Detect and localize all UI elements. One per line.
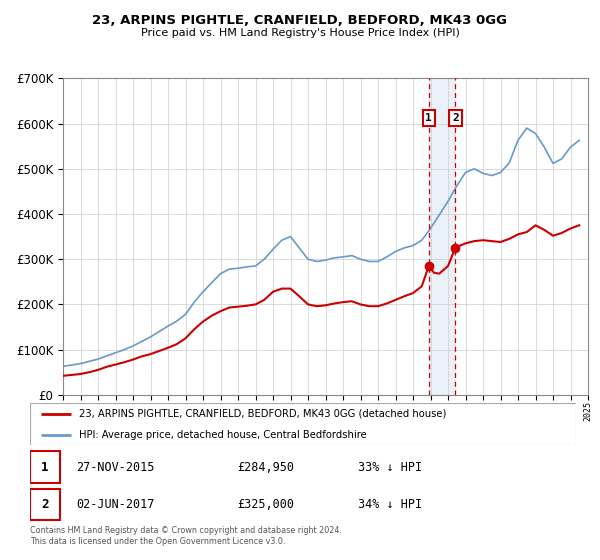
Text: £284,950: £284,950 (238, 460, 295, 474)
Text: HPI: Average price, detached house, Central Bedfordshire: HPI: Average price, detached house, Cent… (79, 430, 367, 440)
Text: 23, ARPINS PIGHTLE, CRANFIELD, BEDFORD, MK43 0GG (detached house): 23, ARPINS PIGHTLE, CRANFIELD, BEDFORD, … (79, 409, 446, 419)
Text: 27-NOV-2015: 27-NOV-2015 (76, 460, 155, 474)
Text: 33% ↓ HPI: 33% ↓ HPI (358, 460, 422, 474)
Text: Contains HM Land Registry data © Crown copyright and database right 2024.
This d: Contains HM Land Registry data © Crown c… (30, 526, 342, 546)
Text: 1: 1 (41, 460, 49, 474)
Text: 34% ↓ HPI: 34% ↓ HPI (358, 498, 422, 511)
Text: 02-JUN-2017: 02-JUN-2017 (76, 498, 155, 511)
Text: 1: 1 (425, 113, 432, 123)
Text: 2: 2 (452, 113, 459, 123)
Bar (30, 489, 60, 520)
Text: 23, ARPINS PIGHTLE, CRANFIELD, BEDFORD, MK43 0GG: 23, ARPINS PIGHTLE, CRANFIELD, BEDFORD, … (92, 14, 508, 27)
Bar (30, 451, 60, 483)
Text: 2: 2 (41, 498, 49, 511)
Text: Price paid vs. HM Land Registry's House Price Index (HPI): Price paid vs. HM Land Registry's House … (140, 28, 460, 38)
Bar (429, 78, 455, 395)
Text: £325,000: £325,000 (238, 498, 295, 511)
